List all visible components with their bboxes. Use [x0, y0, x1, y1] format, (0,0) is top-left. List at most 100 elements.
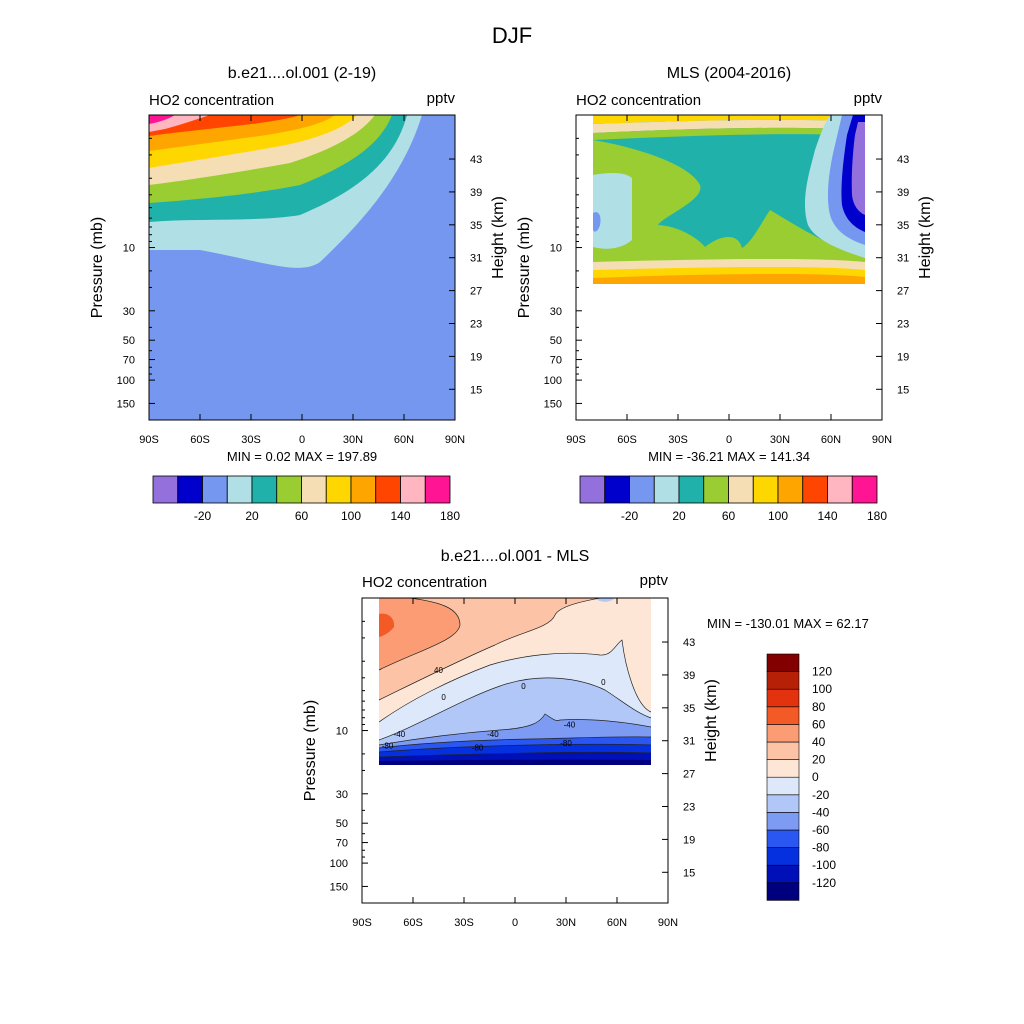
- y-axis-label: Pressure (mb): [516, 217, 533, 318]
- colorbar-box: [766, 706, 800, 725]
- height-tick-label: 31: [897, 253, 909, 265]
- panel-1-stats: MIN = 0.02 MAX = 197.89: [227, 449, 377, 464]
- x-tick-label: 90N: [445, 434, 465, 446]
- colorbar-label: 140: [390, 509, 410, 523]
- panel-3-title: b.e21....ol.001 - MLS: [441, 548, 590, 565]
- height-tick-label: 35: [683, 703, 695, 715]
- colorbar-label: 140: [817, 509, 837, 523]
- colorbar-box: [827, 475, 853, 504]
- y-tick-label: 30: [123, 306, 135, 318]
- panel-difference: b.e21....ol.001 - MLS HO2 concentration …: [302, 548, 869, 929]
- panel-2-south-blob: [593, 173, 632, 249]
- x-tick-label: 30N: [770, 434, 790, 446]
- colorbar-label: 0: [812, 770, 819, 784]
- x-tick-label: 90S: [566, 434, 586, 446]
- y-tick-label: 100: [117, 375, 135, 387]
- colorbar-box: [766, 671, 800, 690]
- colorbar-box: [350, 475, 377, 504]
- contour-label: -80: [472, 743, 484, 752]
- colorbar-box: [579, 475, 606, 504]
- colorbar-box: [276, 475, 302, 504]
- colorbar-label: 60: [295, 509, 309, 523]
- colorbar-box: [766, 688, 800, 708]
- colorbar-label: -80: [812, 841, 830, 855]
- colorbar-label: -20: [621, 509, 639, 523]
- colorbar-label: -40: [812, 805, 830, 819]
- contour-label: -80: [560, 739, 572, 748]
- colorbar-box: [604, 475, 630, 504]
- height-axis-label: Height (km): [703, 679, 720, 762]
- x-tick-label: 30S: [241, 434, 261, 446]
- colorbar-label: -20: [194, 509, 212, 523]
- colorbar-box: [752, 475, 779, 504]
- height-tick-label: 43: [683, 637, 695, 649]
- colorbar-label: 180: [440, 509, 460, 523]
- colorbar-label: 20: [812, 753, 826, 767]
- y-tick-label: 10: [123, 243, 135, 255]
- contour-line-neg60: [378, 736, 652, 749]
- panel-2-title: MLS (2004-2016): [667, 65, 792, 82]
- height-tick-label: 39: [683, 670, 695, 682]
- y-tick-label: 100: [544, 375, 562, 387]
- colorbar-box: [251, 475, 278, 504]
- contour-label: -40: [394, 730, 406, 739]
- colorbar-box: [301, 475, 327, 504]
- x-tick-label: 0: [512, 917, 518, 929]
- colorbar-label: -20: [812, 788, 830, 802]
- contour-line-neg40: [378, 713, 652, 746]
- contour-line-40: [378, 598, 461, 671]
- x-tick-label: 90N: [658, 917, 678, 929]
- y-tick-label: 50: [550, 335, 562, 347]
- colorbar-box: [766, 653, 800, 672]
- colorbar-label: 100: [341, 509, 361, 523]
- colorbar-box: [766, 812, 800, 831]
- height-tick-label: 43: [470, 154, 482, 166]
- height-tick-label: 19: [470, 351, 482, 363]
- colorbar-label: 60: [812, 717, 826, 731]
- x-tick-label: 30S: [454, 917, 474, 929]
- panel-1-right-label: pptv: [427, 90, 456, 107]
- contour-label: -40: [487, 730, 499, 739]
- panel-1-band-max: [149, 115, 175, 124]
- x-tick-label: 60N: [821, 434, 841, 446]
- panel-2-right-label: pptv: [854, 90, 883, 107]
- height-tick-label: 43: [897, 154, 909, 166]
- colorbar-box: [375, 475, 401, 504]
- x-tick-label: 90S: [139, 434, 159, 446]
- colorbar-box: [202, 475, 228, 504]
- colorbar-box: [653, 475, 680, 504]
- height-tick-label: 15: [683, 867, 695, 879]
- panel-model: b.e21....ol.001 (2-19) HO2 concentration…: [89, 65, 507, 523]
- colorbar-box: [226, 475, 253, 504]
- colorbar-label: -60: [812, 823, 830, 837]
- height-tick-label: 23: [470, 319, 482, 331]
- colorbar-label: 100: [768, 509, 788, 523]
- height-tick-label: 27: [683, 769, 695, 781]
- x-tick-label: 60S: [617, 434, 637, 446]
- panel-3-axes: 90S 60S 30S 0 30N 60N 90N103050701001504339353…: [302, 598, 720, 929]
- panel-3-fill: [378, 598, 652, 765]
- panel-2-axes: 90S 60S 30S 0 30N 60N 90N 10 30 50 70 100 150 43 39 35 3…: [516, 115, 934, 446]
- y-tick-label: 150: [544, 398, 562, 410]
- colorbar-label: -120: [812, 876, 836, 890]
- panel-1-axes: 90S 60S 30S 0 30N 60N 90N 10 30 50 70 100 150 43 39 35 3…: [89, 115, 507, 446]
- colorbar-label: 100: [812, 682, 832, 696]
- colorbar-label: 60: [722, 509, 736, 523]
- height-tick-label: 15: [470, 384, 482, 396]
- contour-label: 0: [521, 682, 526, 691]
- height-tick-label: 23: [683, 802, 695, 814]
- colorbar-box: [728, 475, 754, 504]
- contour-label: 0: [441, 693, 446, 702]
- colorbar-box: [802, 475, 828, 504]
- panel-3-left-label: HO2 concentration: [362, 574, 487, 591]
- figure-title: DJF: [492, 23, 532, 48]
- colorbar-box: [177, 475, 203, 504]
- y-tick-label: 10: [550, 243, 562, 255]
- colorbar-box: [703, 475, 729, 504]
- colorbar-label: 120: [812, 665, 832, 679]
- x-tick-label: 60S: [190, 434, 210, 446]
- height-tick-label: 19: [683, 834, 695, 846]
- colorbar-box: [777, 475, 804, 504]
- height-tick-label: 31: [470, 253, 482, 265]
